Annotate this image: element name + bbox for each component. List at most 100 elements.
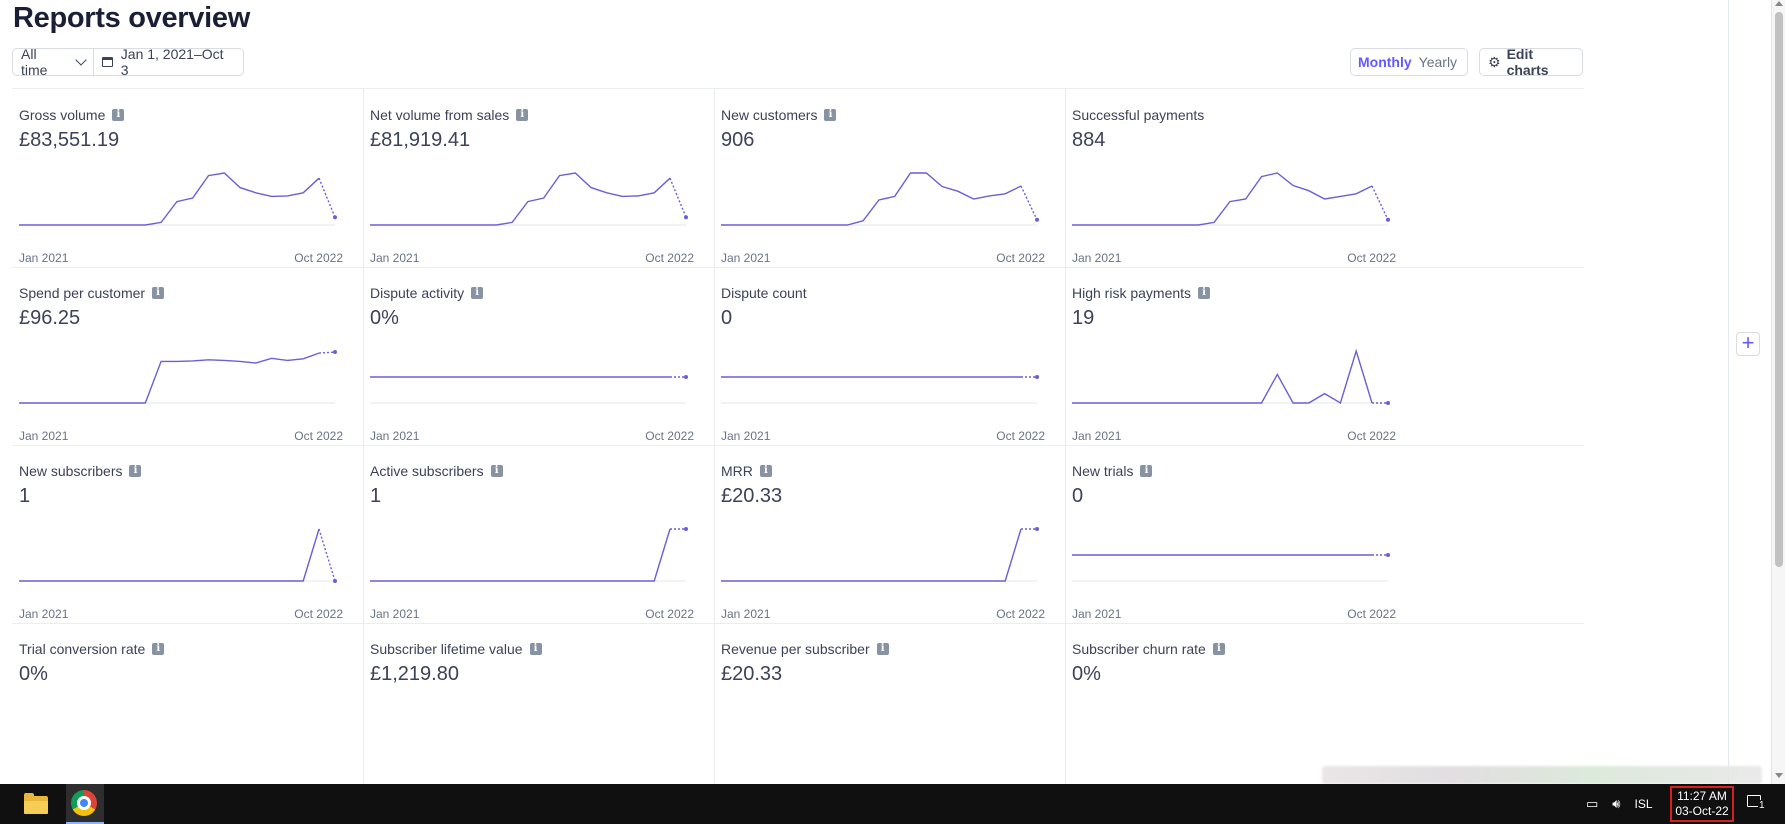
chart-value: £1,219.80 — [370, 663, 459, 685]
info-icon[interactable]: i — [876, 643, 889, 655]
input-language[interactable]: ISL — [1634, 797, 1653, 811]
sparkline-endpoint — [1386, 401, 1390, 405]
info-icon[interactable]: i — [516, 109, 529, 121]
edit-charts-label: Edit charts — [1506, 46, 1549, 78]
chart-value: 0 — [721, 307, 733, 329]
sparkline-chart — [1072, 553, 1390, 582]
chart-card[interactable]: New customers i 906 Jan 2021 Oct 2022 — [714, 89, 1065, 267]
reports-page: Reports overview All time Jan 1, 2021–Oc… — [12, 0, 1785, 784]
info-icon[interactable]: i — [1140, 465, 1153, 477]
scroll-down-arrow[interactable] — [1775, 773, 1783, 778]
file-explorer-icon[interactable] — [22, 790, 50, 818]
date-range-field[interactable]: Jan 1, 2021–Oct 3 — [94, 46, 243, 78]
chart-card[interactable]: Subscriber churn rate i 0% — [1065, 623, 1416, 784]
info-icon[interactable]: i — [1212, 643, 1225, 655]
chart-card[interactable]: Active subscribers i 1 Jan 2021 Oct 2022 — [363, 445, 714, 623]
scroll-up-arrow[interactable] — [1775, 1, 1783, 6]
sparkline-chart — [370, 527, 688, 582]
volume-icon[interactable]: 🔊︎ — [1612, 796, 1621, 811]
axis-start-label: Jan 2021 — [721, 251, 771, 265]
chart-value: £83,551.19 — [19, 129, 120, 151]
chart-title-text: Trial conversion rate — [19, 641, 146, 657]
chart-title: Net volume from sales i — [370, 107, 529, 123]
sparkline-endpoint — [1035, 217, 1039, 222]
chart-title: New subscribers i — [19, 463, 142, 479]
sparkline-endpoint — [333, 215, 337, 220]
info-icon[interactable]: i — [152, 643, 165, 655]
chart-value: 0% — [370, 307, 399, 329]
sparkline-endpoint — [333, 579, 337, 583]
notification-center-icon[interactable]: 1 — [1745, 792, 1767, 814]
chart-card[interactable]: Trial conversion rate i 0% — [12, 623, 363, 784]
sparkline-series — [1072, 348, 1373, 405]
info-icon[interactable]: i — [1198, 287, 1211, 299]
sparkline-projection — [318, 177, 336, 218]
windows-taskbar — [0, 784, 1785, 824]
date-range-picker[interactable]: All time Jan 1, 2021–Oct 3 — [12, 46, 244, 78]
info-icon[interactable]: i — [759, 465, 772, 477]
chart-card[interactable]: Dispute count 0 Jan 2021 Oct 2022 — [714, 267, 1065, 445]
chart-title-text: Spend per customer — [19, 285, 146, 301]
grid-divider — [12, 445, 1584, 446]
axis-end-label: Oct 2022 — [645, 429, 694, 443]
add-chart-button[interactable]: + — [1736, 332, 1760, 356]
axis-end-label: Oct 2022 — [645, 251, 694, 265]
chart-card[interactable]: Revenue per subscriber i £20.33 — [714, 623, 1065, 784]
sparkline-chart — [370, 375, 688, 404]
axis-end-label: Oct 2022 — [294, 251, 343, 265]
chart-card[interactable]: Spend per customer i £96.25 Jan 2021 Oct 202… — [12, 267, 363, 445]
axis-start-label: Jan 2021 — [19, 251, 69, 265]
chart-value: 19 — [1072, 307, 1095, 329]
date-range-text: Jan 1, 2021–Oct 3 — [120, 46, 224, 78]
chart-card[interactable]: Subscriber lifetime value i £1,219.80 — [363, 623, 714, 784]
info-icon[interactable]: i — [129, 465, 142, 477]
chart-card[interactable]: Dispute activity i 0% Jan 2021 Oct 2022 — [363, 267, 714, 445]
chart-title: Active subscribers i — [370, 463, 503, 479]
info-icon[interactable]: i — [152, 287, 165, 299]
panel-divider — [1728, 0, 1729, 784]
chart-value: 906 — [721, 129, 755, 151]
info-icon[interactable]: i — [112, 109, 125, 121]
grid-divider — [12, 623, 1584, 624]
monthly-option[interactable]: Monthly — [1358, 54, 1412, 70]
axis-end-label: Oct 2022 — [996, 607, 1045, 621]
sparkline-projection — [669, 177, 687, 218]
chart-card[interactable]: Successful payments 884 Jan 2021 Oct 2022 — [1065, 89, 1416, 267]
edit-charts-button[interactable]: ⚙ Edit charts — [1479, 46, 1583, 78]
range-preset-dropdown[interactable]: All time — [13, 46, 94, 78]
chart-card[interactable]: New subscribers i 1 Jan 2021 Oct 2022 — [12, 445, 363, 623]
yearly-option[interactable]: Yearly — [1418, 54, 1458, 70]
info-icon[interactable]: i — [490, 465, 503, 477]
charts-grid: Gross volume i £83,551.19 Jan 2021 Oct 2022 N… — [12, 88, 1584, 784]
chart-card[interactable]: MRR i £20.33 Jan 2021 Oct 2022 — [714, 445, 1065, 623]
page-scrollbar[interactable] — [1771, 0, 1785, 784]
chrome-taskbar-button[interactable] — [66, 784, 104, 824]
chart-card[interactable]: High risk payments i 19 Jan 2021 Oct 2022 — [1065, 267, 1416, 445]
info-icon[interactable]: i — [824, 109, 837, 121]
chart-title-text: Subscriber lifetime value — [370, 641, 523, 657]
chart-title-text: Subscriber churn rate — [1072, 641, 1206, 657]
scrollbar-thumb[interactable] — [1775, 12, 1783, 567]
chart-card[interactable]: New trials i 0 Jan 2021 Oct 2022 — [1065, 445, 1416, 623]
system-clock[interactable]: 11:27 AM 03-Oct-22 — [1670, 786, 1734, 822]
sparkline-series — [370, 172, 671, 226]
sparkline-projection — [1371, 185, 1389, 221]
sparkline-series — [370, 528, 671, 582]
chart-title: Dispute count — [721, 285, 807, 301]
sparkline-series — [19, 528, 320, 582]
sparkline-chart — [1072, 348, 1390, 405]
axis-start-label: Jan 2021 — [370, 607, 420, 621]
sparkline-series — [1072, 172, 1373, 226]
sparkline-endpoint — [1386, 217, 1390, 222]
info-icon[interactable]: i — [529, 643, 542, 655]
sparkline-projection — [1020, 185, 1038, 221]
chart-card[interactable]: Net volume from sales i £81,919.41 Jan 2021… — [363, 89, 714, 267]
chart-title-text: Successful payments — [1072, 107, 1205, 123]
chart-title-text: Active subscribers — [370, 463, 484, 479]
chart-card[interactable]: Gross volume i £83,551.19 Jan 2021 Oct 2022 — [12, 89, 363, 267]
axis-end-label: Oct 2022 — [1347, 607, 1396, 621]
info-icon[interactable]: i — [471, 287, 484, 299]
sparkline-chart — [19, 172, 337, 226]
chart-title-text: New trials — [1072, 463, 1134, 479]
network-icon[interactable]: ▭ — [1586, 796, 1599, 811]
